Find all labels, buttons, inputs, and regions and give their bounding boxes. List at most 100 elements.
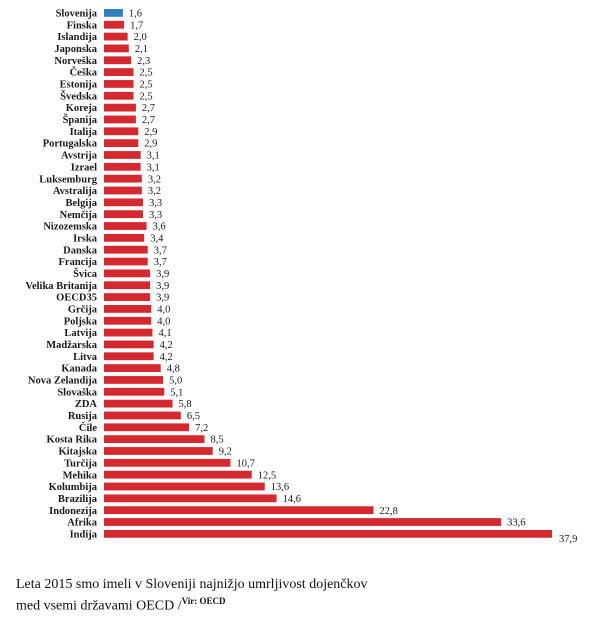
value-label: 2,0 [134,32,147,43]
value-label: 3,3 [149,198,162,209]
category-label: Kosta Rika [47,435,98,446]
bar [104,139,139,148]
bar [104,399,173,408]
value-label: 5,0 [169,376,182,387]
value-label: 2,5 [140,91,153,102]
value-label: 4,2 [160,340,173,351]
bar [104,210,144,219]
value-label: 2,9 [144,139,157,150]
value-label: 2,7 [142,115,155,126]
value-label: 3,9 [156,281,169,292]
value-label: 3,6 [153,222,166,233]
value-label: 3,1 [147,162,160,173]
category-label: Španija [63,113,98,126]
bar [104,411,181,420]
value-label: 1,7 [130,20,143,31]
category-label: Rusija [68,411,98,422]
category-label: Turčija [64,458,98,469]
value-label: 4,1 [158,328,171,339]
bar [104,518,502,526]
bar [104,115,136,124]
bar [104,352,154,361]
value-label: 2,5 [140,68,153,79]
category-label: Japonska [54,44,97,55]
bar [104,80,134,88]
value-label: 3,9 [156,293,169,304]
value-label: 10,7 [236,458,254,469]
category-label: Nemčija [60,210,98,221]
category-label: Češka [70,66,98,79]
bar [104,387,165,396]
bar [104,435,205,444]
value-label: 1,6 [129,9,142,20]
category-label: Švica [73,267,98,280]
caption-line-2: med vsemi državami OECD /Vir: OECD [16,593,596,615]
value-label: 3,1 [147,151,160,162]
caption-line-1: Leta 2015 smo imeli v Sloveniji najnižjo… [16,577,368,592]
category-label: Slovaška [57,387,97,398]
bar [104,305,152,313]
category-label: Izrael [71,162,97,173]
value-label: 7,2 [195,423,208,434]
bar [104,20,125,29]
value-label: 6,5 [187,411,200,422]
category-label: Finska [67,20,98,31]
category-label: Poljska [64,316,98,327]
value-label: 2,9 [144,127,157,138]
value-label: 4,0 [157,316,170,327]
value-label: 3,2 [148,186,161,197]
bar [104,506,374,515]
value-label: 37,9 [559,534,577,545]
category-label: Kanada [61,364,97,375]
value-label: 8,5 [210,435,223,446]
bar [104,222,147,230]
category-label: Irska [73,233,98,244]
category-label: Kolumbija [49,482,98,493]
category-label: Kitajska [58,447,97,458]
category-label: Indonezija [49,506,98,517]
category-label: Velika Britanija [25,281,97,292]
bar [104,151,141,159]
category-label: ZDA [75,399,98,410]
category-label: Danska [63,245,98,256]
category-label: Francija [59,257,98,268]
bar-chart: Slovenija 1,6 Finska 1,7 Islandija 2,0 Japonsk… [25,9,577,545]
value-label: 22,8 [380,506,398,517]
value-label: 33,6 [507,518,525,529]
bar [104,458,231,467]
category-label: Norveška [54,56,97,67]
bar [104,9,123,17]
category-label: Litva [73,352,98,363]
value-label: 2,3 [137,56,150,67]
value-label: 2,1 [135,44,148,55]
value-label: 5,1 [170,387,183,398]
bar [104,198,144,207]
bar [104,376,164,384]
category-label: Afrika [67,518,97,529]
bar [104,494,277,503]
bar [104,56,132,65]
category-label: Italija [70,127,98,138]
bar [104,103,136,112]
value-label: 14,6 [283,494,301,505]
value-label: 4,0 [157,305,170,316]
bar [104,91,134,100]
bar [104,44,129,53]
bar [104,186,142,195]
category-label: Indija [70,529,98,540]
category-label: Nizozemska [43,222,97,233]
value-label: 4,8 [167,364,180,375]
category-label: Mehika [63,470,98,481]
bar [104,32,128,41]
category-label: Latvija [64,328,97,339]
value-label: 5,8 [179,399,192,410]
caption-source: Vir: OECD [181,596,226,606]
caption-line-2-text: med vsemi državami OECD / [16,598,182,614]
category-label: Čile [79,421,97,434]
value-label: 9,2 [219,447,232,458]
category-label: Belgija [66,198,98,209]
bar [104,364,161,372]
value-label: 3,4 [150,233,164,244]
bar [104,447,213,455]
bar [104,293,151,301]
